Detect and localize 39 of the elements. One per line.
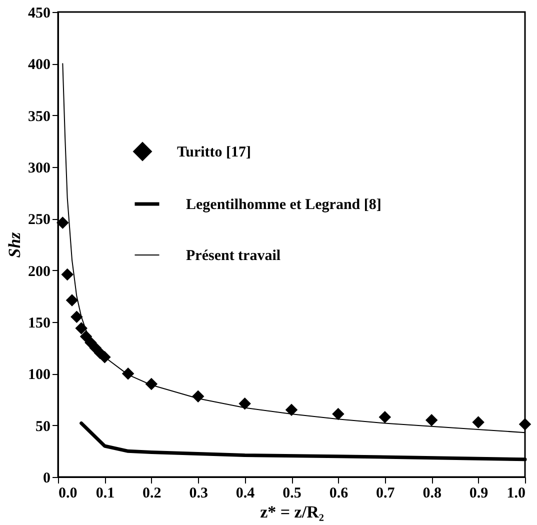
y-tick-label: 0 xyxy=(43,470,50,486)
y-tick-label: 350 xyxy=(28,108,50,125)
point xyxy=(472,416,484,428)
x-tick-label: 0.0 xyxy=(58,486,78,502)
point xyxy=(75,322,88,334)
x-tick-label: 0.4 xyxy=(236,486,256,502)
point xyxy=(56,216,69,229)
point xyxy=(425,414,438,426)
x-tick-label: 0.2 xyxy=(142,486,162,502)
x-tick-label: 0.1 xyxy=(96,486,115,502)
legend-label: Présent travail xyxy=(186,248,281,264)
y-tick-label: 200 xyxy=(28,264,50,280)
y-tick-label: 400 xyxy=(28,57,50,74)
y-tick-label: 450 xyxy=(28,6,50,22)
x-tick-label: 0.9 xyxy=(469,486,488,502)
legend-label: Turitto [17] xyxy=(177,144,252,160)
point xyxy=(238,398,251,410)
y-tick-label: 250 xyxy=(28,212,50,228)
x-tick-label: 0.5 xyxy=(282,486,302,502)
legend-label: Legentilhomme et Legrand [8] xyxy=(186,197,382,213)
x-tick-label: 0.6 xyxy=(329,486,349,502)
point xyxy=(518,418,532,430)
x-tick-label: 1.0 xyxy=(506,486,526,502)
point xyxy=(285,404,298,416)
y-tick-label: 100 xyxy=(28,367,50,384)
x-tick-label: 0.3 xyxy=(189,486,208,502)
point xyxy=(61,268,74,281)
x-tick-label: 0.8 xyxy=(422,486,442,502)
point xyxy=(378,410,392,424)
x-tick-label: 0.7 xyxy=(376,486,396,502)
y-tick-label: 150 xyxy=(28,316,50,332)
point xyxy=(145,378,158,390)
point xyxy=(332,408,344,420)
point xyxy=(70,310,83,323)
y-tick-label: 50 xyxy=(36,418,50,435)
y-tick-label: 300 xyxy=(28,160,50,176)
point xyxy=(66,294,78,306)
y-axis-title: Shz xyxy=(5,232,24,258)
x-axis-title: z* = z/R₂ xyxy=(260,502,324,522)
